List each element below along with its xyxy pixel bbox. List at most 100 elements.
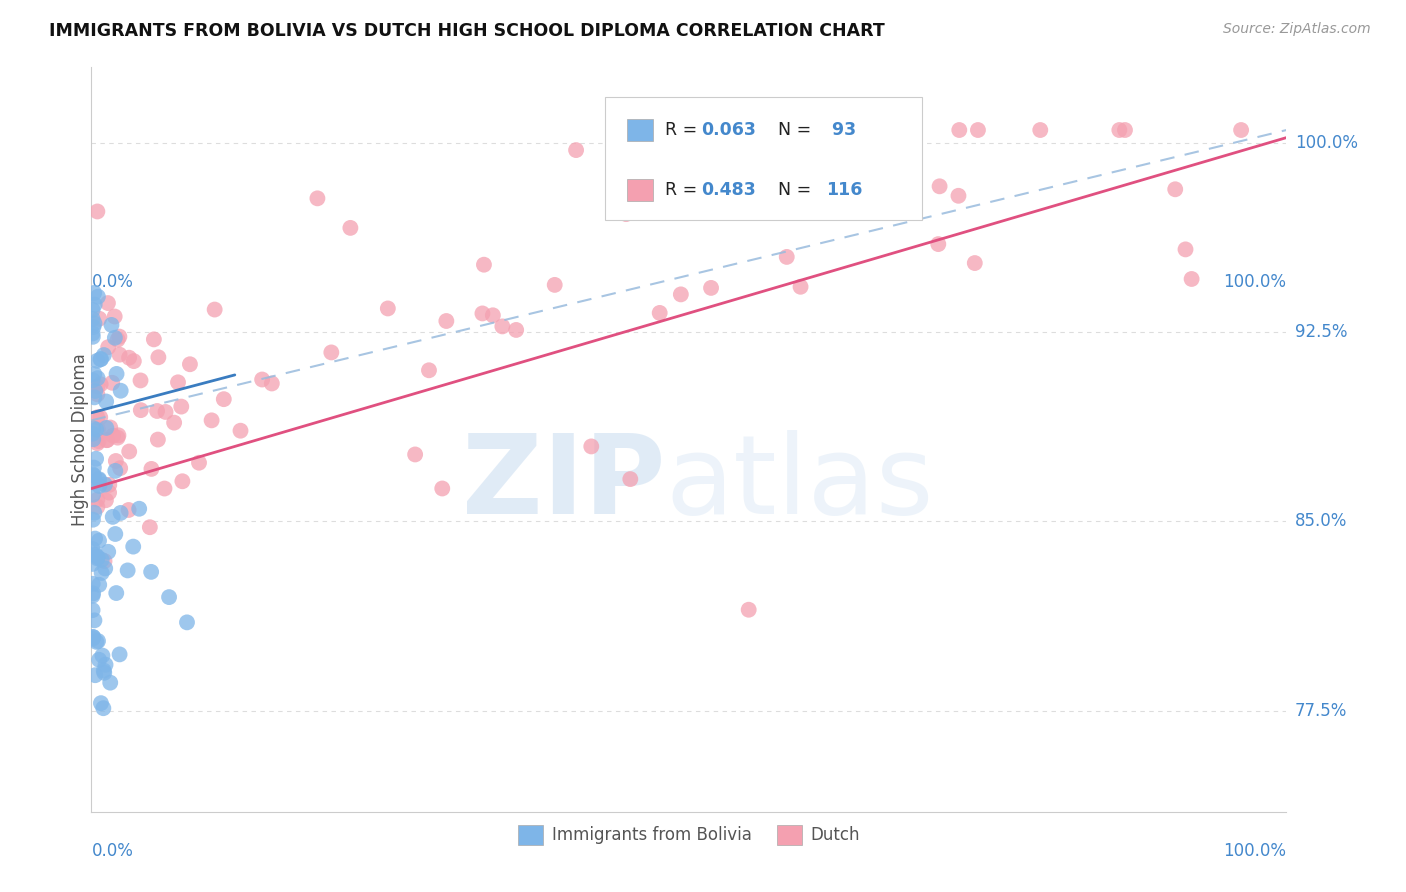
Point <box>157 590 180 604</box>
Point <box>117 503 139 517</box>
Point <box>928 179 950 194</box>
Point <box>82 589 104 603</box>
Point <box>97 296 120 310</box>
Point <box>212 392 235 406</box>
Point <box>377 301 399 316</box>
Point <box>129 403 152 417</box>
Point <box>87 634 110 648</box>
Point <box>1181 272 1204 286</box>
Point <box>83 285 105 300</box>
Point <box>104 454 127 468</box>
Point <box>105 586 128 600</box>
Point <box>204 302 226 317</box>
Point <box>307 191 329 205</box>
Point <box>505 323 527 337</box>
Point <box>83 613 105 627</box>
Text: 100.0%: 100.0% <box>1295 134 1358 152</box>
Point <box>927 237 949 252</box>
Point <box>83 390 105 404</box>
Text: ZIP: ZIP <box>461 431 665 538</box>
Point <box>82 432 104 446</box>
Point <box>87 290 110 304</box>
Point <box>82 311 104 326</box>
Point <box>82 421 104 435</box>
Point <box>93 664 115 678</box>
Point <box>104 310 127 324</box>
Point <box>614 207 637 221</box>
Point <box>82 475 104 490</box>
Point <box>82 326 104 341</box>
Point <box>737 603 759 617</box>
Point <box>86 549 108 564</box>
Point <box>86 371 108 385</box>
Point <box>118 351 141 365</box>
Point <box>544 277 567 292</box>
Point <box>83 506 105 520</box>
Point <box>82 632 104 646</box>
Point <box>86 500 108 514</box>
Point <box>104 331 127 345</box>
Point <box>122 540 145 554</box>
Point <box>96 433 118 447</box>
Point <box>676 123 699 137</box>
Point <box>100 318 122 332</box>
Point <box>96 421 118 435</box>
Point <box>129 373 152 387</box>
Point <box>83 367 105 381</box>
Point <box>110 384 132 398</box>
Point <box>434 314 457 328</box>
Point <box>84 548 107 562</box>
Point <box>163 416 186 430</box>
Point <box>82 542 104 557</box>
Text: 100.0%: 100.0% <box>1223 273 1286 291</box>
Point <box>1108 123 1130 137</box>
Point <box>107 431 129 445</box>
Point <box>84 451 107 466</box>
Point <box>122 354 145 368</box>
Point <box>948 188 970 202</box>
Text: 93: 93 <box>827 121 856 139</box>
Point <box>1114 123 1136 137</box>
Point <box>87 472 110 486</box>
Point <box>82 547 104 561</box>
Point <box>87 473 110 487</box>
Point <box>432 482 454 496</box>
Point <box>948 123 970 137</box>
Legend: Immigrants from Bolivia, Dutch: Immigrants from Bolivia, Dutch <box>512 818 866 852</box>
Point <box>86 551 108 566</box>
Point <box>339 220 361 235</box>
Text: N =: N = <box>766 121 817 139</box>
Point <box>86 379 108 393</box>
Point <box>789 279 811 293</box>
Point <box>86 436 108 450</box>
Point <box>98 478 121 492</box>
Point <box>110 506 132 520</box>
Point <box>108 648 131 662</box>
Point <box>86 635 108 649</box>
Text: IMMIGRANTS FROM BOLIVIA VS DUTCH HIGH SCHOOL DIPLOMA CORRELATION CHART: IMMIGRANTS FROM BOLIVIA VS DUTCH HIGH SC… <box>49 22 884 40</box>
Point <box>90 377 112 392</box>
Text: 0.0%: 0.0% <box>91 841 134 860</box>
Point <box>82 373 104 387</box>
Point <box>148 351 170 365</box>
Point <box>82 576 104 591</box>
Point <box>82 302 104 317</box>
Point <box>86 492 108 507</box>
Point <box>94 561 117 575</box>
Text: atlas: atlas <box>665 431 934 538</box>
Point <box>155 405 177 419</box>
Point <box>89 410 111 425</box>
Point <box>82 557 104 571</box>
Point <box>101 428 124 442</box>
Point <box>250 372 273 386</box>
Bar <box>627 119 652 141</box>
Y-axis label: High School Diploma: High School Diploma <box>72 353 89 525</box>
Point <box>83 469 105 483</box>
Point <box>1230 123 1253 137</box>
Point <box>97 340 120 354</box>
Point <box>87 533 110 548</box>
Point <box>108 348 131 362</box>
Text: R =: R = <box>665 181 703 199</box>
Point <box>700 281 723 295</box>
Point <box>84 423 107 437</box>
